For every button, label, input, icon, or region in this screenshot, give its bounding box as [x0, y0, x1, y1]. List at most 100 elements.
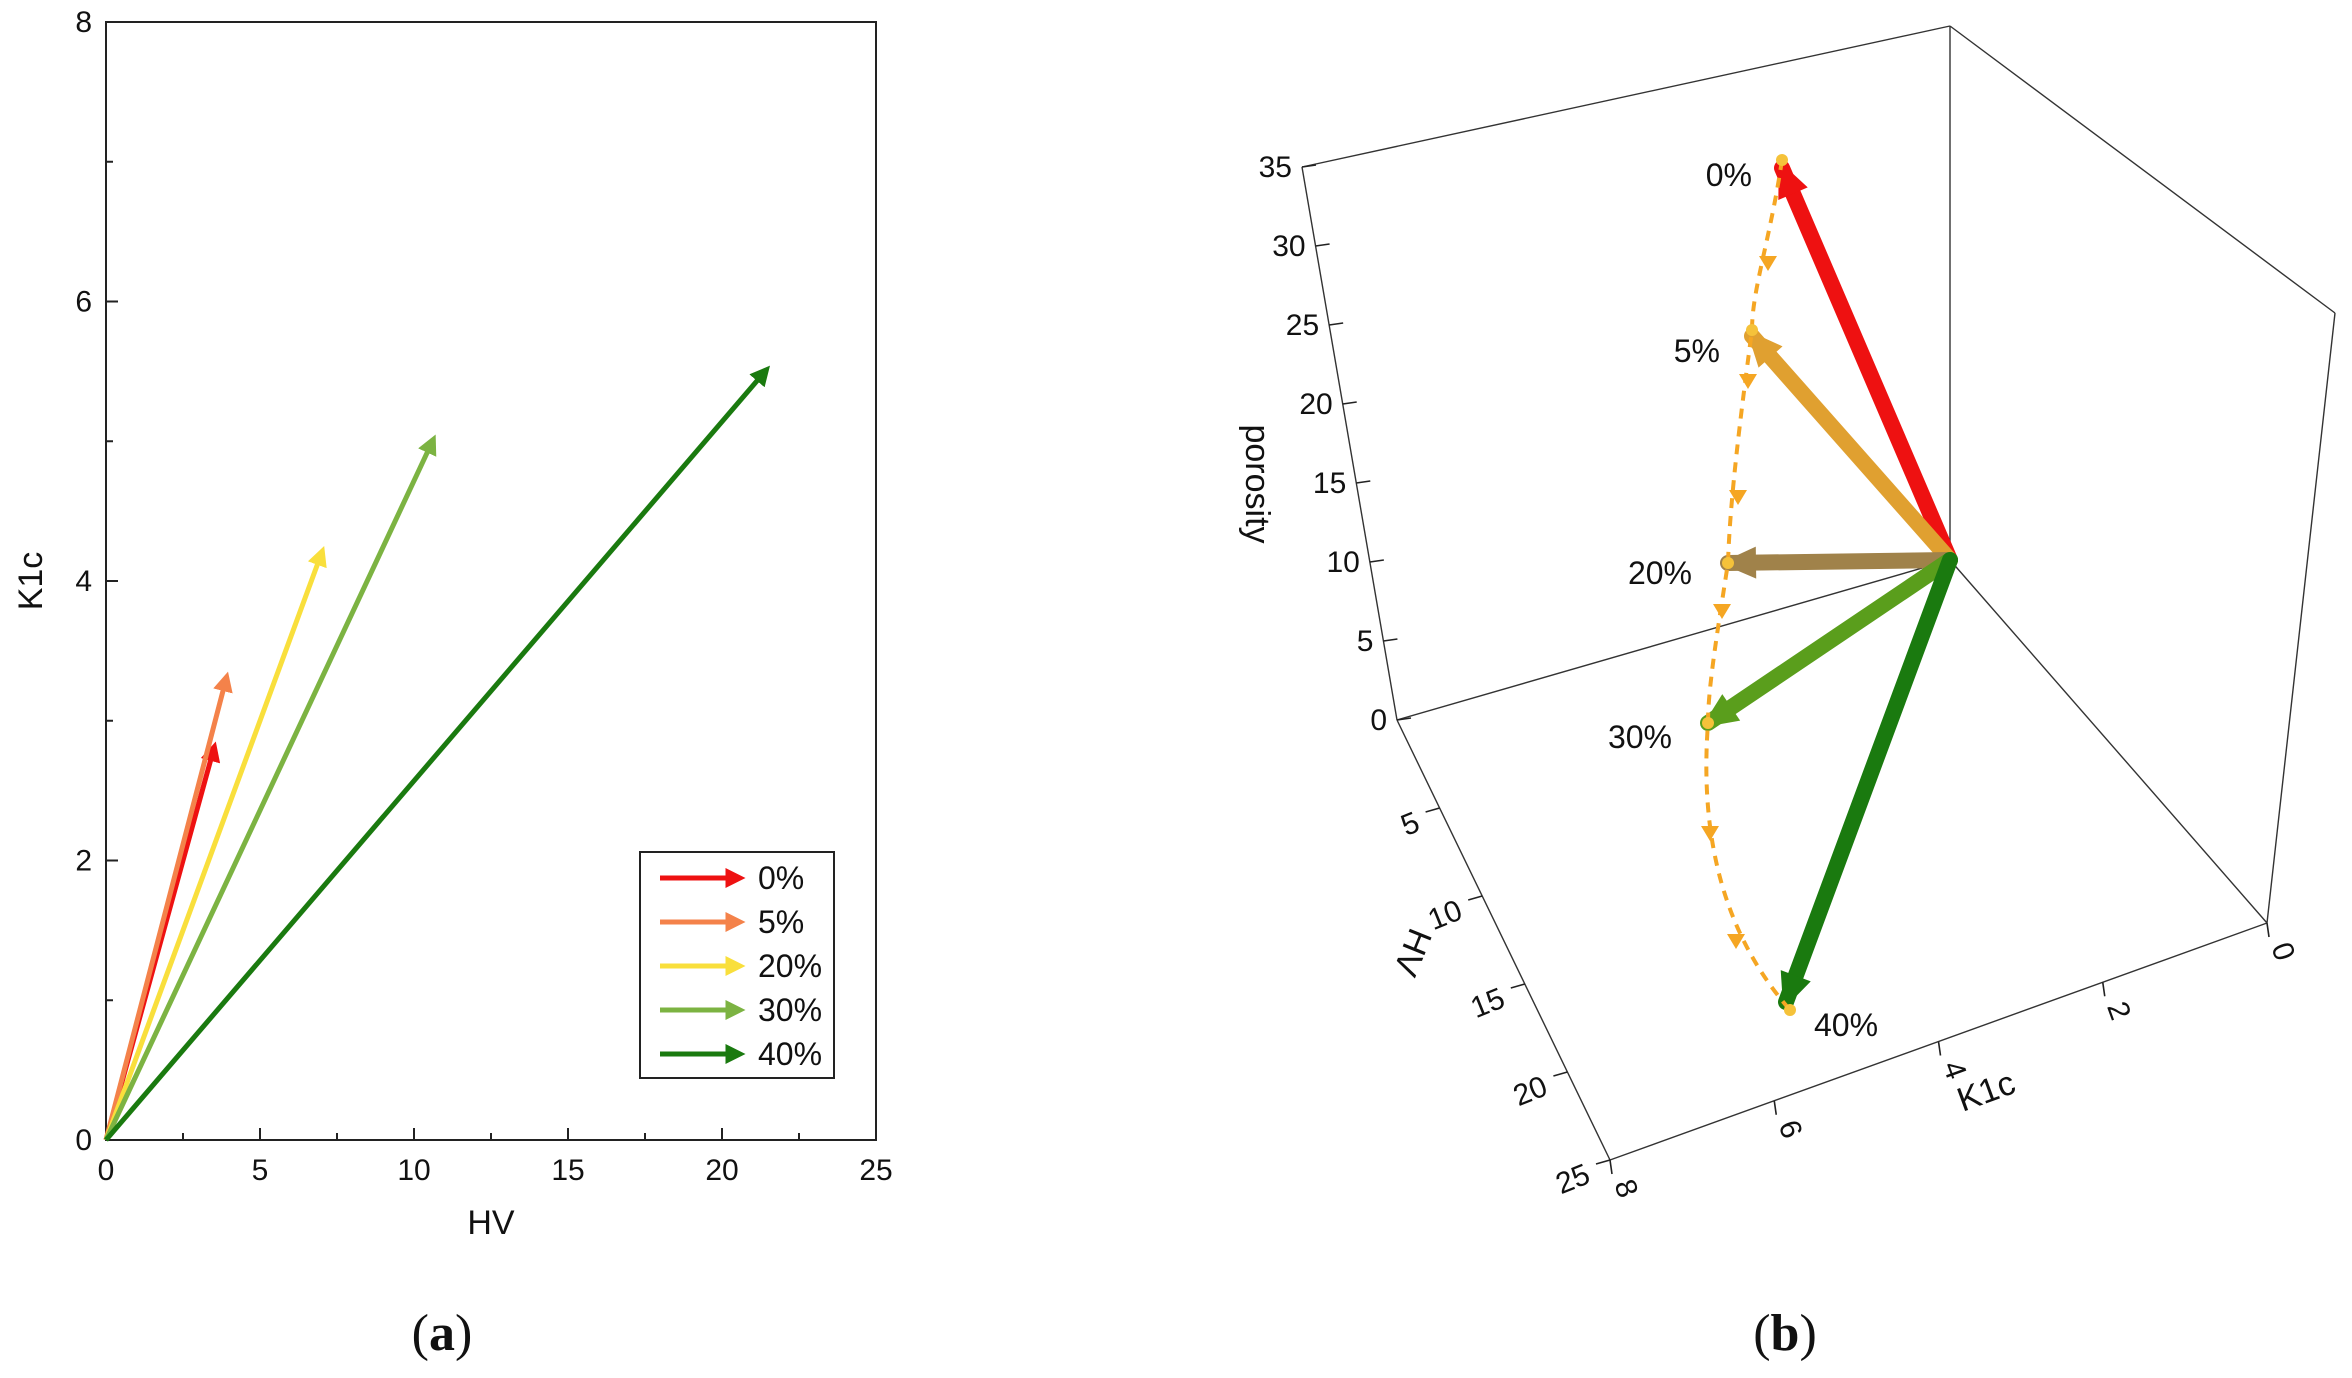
z-tick-label: 30: [1272, 230, 1305, 263]
z-tick-label: 0: [1370, 704, 1387, 737]
trajectory-arrow: [1729, 490, 1747, 505]
hv-tick-mark: [1425, 807, 1440, 813]
legend-label: 5%: [758, 904, 804, 940]
z-tick-mark: [1301, 164, 1317, 168]
vector-40pct: [1778, 552, 1958, 1010]
vector-head: [1746, 330, 1783, 368]
panel-a-x-axis-title: HV: [467, 1204, 515, 1242]
trajectory-arrow: [1739, 374, 1757, 389]
y-tick-label: 0: [75, 1124, 92, 1157]
vector-5pct: [1744, 328, 1958, 568]
k1c-tick-label: 2: [2100, 997, 2137, 1024]
trajectory-node: [1776, 154, 1788, 166]
legend-label: 20%: [758, 948, 822, 984]
panel-a-legend: 0% 5% 20% 30% 40%: [639, 851, 835, 1079]
z-tick-label: 35: [1259, 151, 1292, 184]
z-tick-mark: [1383, 638, 1398, 642]
k1c-tick-mark: [2266, 922, 2270, 938]
z-tick-label: 20: [1299, 388, 1332, 421]
x-tick-label: 10: [397, 1154, 430, 1187]
z-tick-mark: [1356, 480, 1371, 484]
k1c-tick-label: 0: [2264, 938, 2301, 965]
panel-b-hv-axis-title: HV: [1386, 923, 1439, 981]
k1c-tick-label: 6: [1772, 1116, 1809, 1143]
trajectory-node: [1784, 1004, 1796, 1016]
z-tick-label: 10: [1326, 546, 1359, 579]
arrow-30pct: [103, 434, 437, 1142]
trajectory-node: [1722, 557, 1734, 569]
k1c-tick-mark: [2101, 982, 2106, 997]
trajectory-curve: [1704, 159, 1792, 1012]
trajectory-arrow: [1759, 256, 1777, 271]
k1c-tick-mark: [1937, 1041, 1942, 1056]
legend-label: 30%: [758, 992, 822, 1028]
panel-a-y-axis-title: K1c: [12, 552, 50, 611]
hv-tick-label: 20: [1509, 1070, 1552, 1113]
k1c-tick-label: 8: [1607, 1175, 1644, 1202]
trajectory-node: [1746, 324, 1758, 336]
hv-tick-label: 5: [1396, 806, 1424, 843]
hv-tick-label: 25: [1551, 1158, 1594, 1201]
y-tick-label: 4: [75, 565, 92, 598]
x-tick-label: 0: [98, 1154, 115, 1187]
legend-label: 40%: [758, 1036, 822, 1072]
z-tick-mark: [1329, 322, 1344, 326]
panel-a-y-ticks: 0 2 4 6 8: [75, 6, 118, 1157]
panel-b-z-ticks: 0 5 10 15 20 25 30 35: [1259, 151, 1412, 737]
y-tick-label: 6: [75, 286, 92, 319]
z-tick-mark: [1315, 243, 1330, 247]
vector-20pct: [1720, 552, 1958, 571]
hv-tick-mark: [1553, 1071, 1568, 1077]
panel-b-vectors: [1700, 160, 1958, 1010]
panel-b-box-frame: [1301, 25, 2336, 1161]
hv-tick-label: 10: [1424, 894, 1467, 937]
x-tick-label: 15: [551, 1154, 584, 1187]
panel-b-percent-labels: 0% 5% 20% 30% 40%: [1608, 157, 1878, 1043]
hv-tick-label: 15: [1466, 982, 1509, 1025]
percent-label: 40%: [1814, 1007, 1878, 1043]
trajectory-arrow: [1701, 826, 1719, 841]
k1c-tick-mark: [1773, 1100, 1778, 1115]
percent-label: 30%: [1608, 719, 1672, 755]
arrow-20pct: [103, 546, 327, 1141]
panel-b-hv-ticks: 5 10 15 20 25: [1396, 806, 1611, 1201]
percent-label: 0%: [1706, 157, 1752, 193]
trajectory-arrow: [1713, 604, 1731, 619]
trajectory-arrow: [1727, 934, 1745, 949]
panel-a-label: (a): [412, 1305, 473, 1362]
y-tick-label: 8: [75, 6, 92, 39]
z-tick-mark: [1396, 717, 1412, 721]
vector-30pct: [1700, 552, 1958, 731]
z-tick-mark: [1342, 401, 1357, 405]
z-tick-label: 5: [1357, 625, 1374, 658]
percent-label: 5%: [1674, 333, 1720, 369]
arrow-40pct: [104, 365, 771, 1142]
hv-tick-mark: [1510, 983, 1526, 989]
x-tick-label: 25: [859, 1154, 892, 1187]
legend-label: 0%: [758, 860, 804, 896]
panel-a-x-ticks: 0 5 10 15 20 25: [98, 1128, 893, 1187]
panel-a-arrows: [103, 365, 771, 1142]
panel-a-chart: 0 5 10 15 20 25 0 2 4 6 8 HV K1c 0% 5% 20% 30% 40%: [12, 6, 893, 1242]
k1c-tick-mark: [1609, 1159, 1613, 1175]
arrow-5pct: [103, 671, 233, 1141]
vector-0pct: [1774, 160, 1958, 568]
panel-b-label: (b): [1753, 1305, 1817, 1362]
x-tick-label: 5: [252, 1154, 269, 1187]
y-tick-label: 2: [75, 845, 92, 878]
trajectory-node: [1702, 717, 1714, 729]
z-tick-label: 15: [1313, 467, 1346, 500]
panel-b-trajectory: [1701, 154, 1796, 1016]
panel-b-z-axis-title: porosity: [1238, 424, 1276, 543]
vector-head: [1778, 160, 1808, 201]
percent-label: 20%: [1628, 555, 1692, 591]
vector-head: [1720, 546, 1757, 579]
z-tick-mark: [1369, 559, 1384, 563]
hv-tick-mark: [1467, 895, 1483, 901]
x-tick-label: 20: [705, 1154, 738, 1187]
z-tick-label: 25: [1286, 309, 1319, 342]
vector-head: [1780, 970, 1811, 1010]
